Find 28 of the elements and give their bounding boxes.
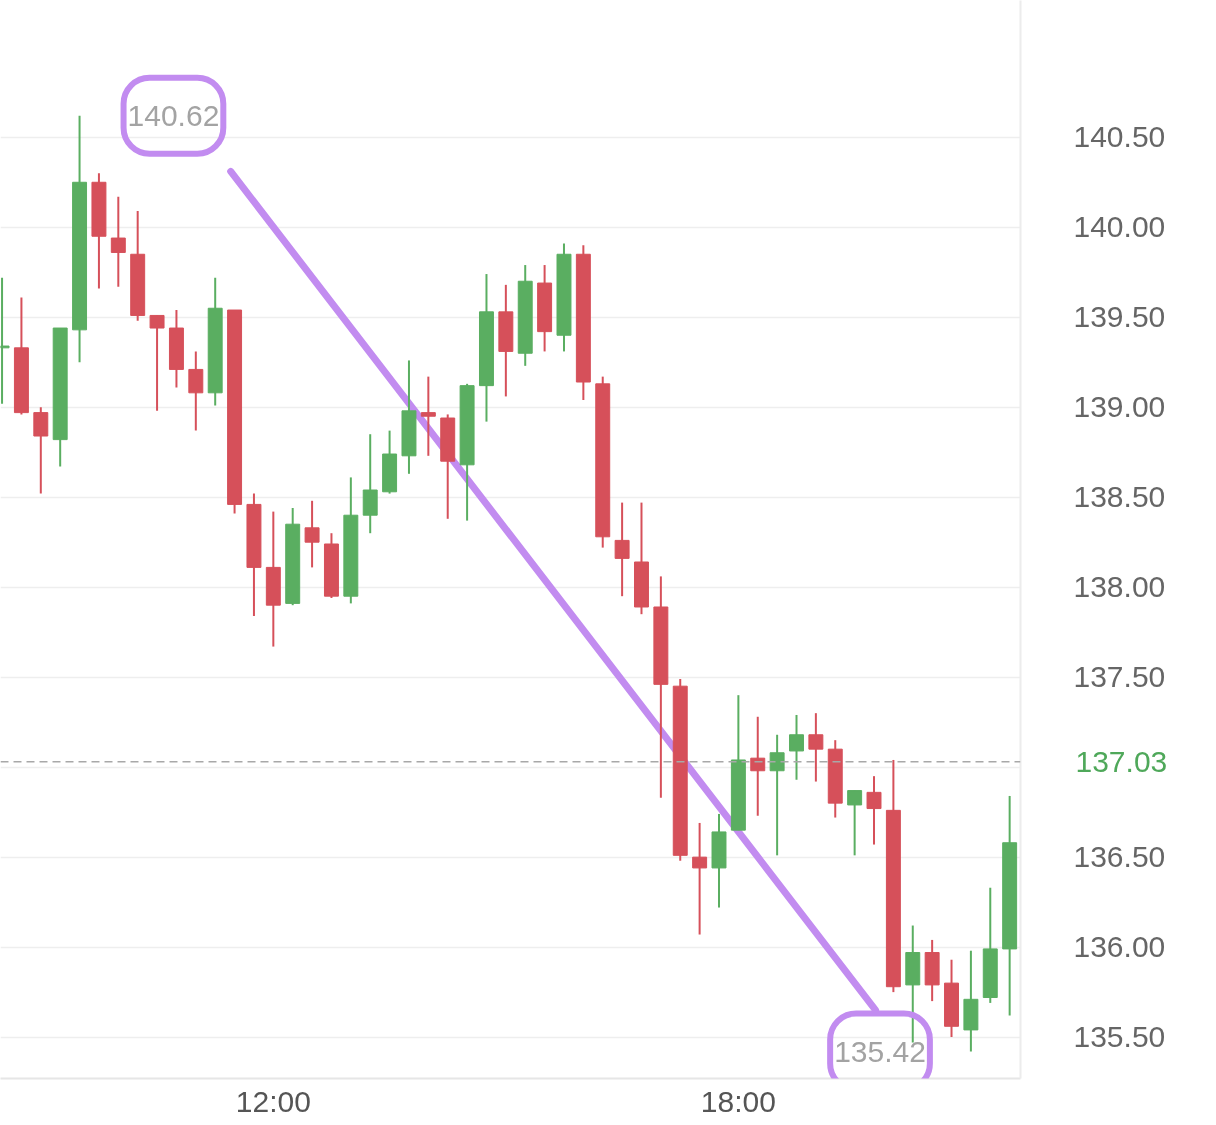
y-tick-label: 137.50: [1073, 660, 1166, 694]
candlestick: [808, 712, 824, 783]
candlestick: [614, 501, 630, 598]
ref-line-label: 137.03: [1075, 744, 1168, 778]
y-tick-label: 136.50: [1073, 840, 1166, 874]
y-tick-label: 135.50: [1073, 1020, 1166, 1054]
y-tick-label: 138.50: [1073, 480, 1166, 514]
y-tick-label: 138.00: [1073, 570, 1166, 604]
y-tick-label: 139.50: [1073, 300, 1166, 334]
y-tick-label: 140.50: [1073, 120, 1166, 154]
x-tick-label: 12:00: [235, 1084, 311, 1118]
candlestick: [847, 789, 863, 857]
y-tick-label: 139.00: [1073, 390, 1166, 424]
candlestick: [789, 713, 804, 781]
candlestick: [304, 499, 320, 569]
annotation: 135.42: [834, 1034, 926, 1068]
y-tick-label: 136.00: [1073, 930, 1166, 964]
candlestick: [110, 195, 126, 288]
candlestick: [33, 406, 49, 495]
candlestick: [420, 375, 436, 457]
candlestick: [149, 314, 165, 412]
y-tick-label: 140.00: [1073, 210, 1166, 244]
x-tick-label: 18:00: [700, 1084, 776, 1118]
candlestick: [188, 350, 204, 432]
candlestick: [769, 733, 785, 857]
annotation: 140.62: [127, 98, 220, 132]
candlestick: [866, 775, 882, 846]
candlestick: [692, 821, 708, 936]
